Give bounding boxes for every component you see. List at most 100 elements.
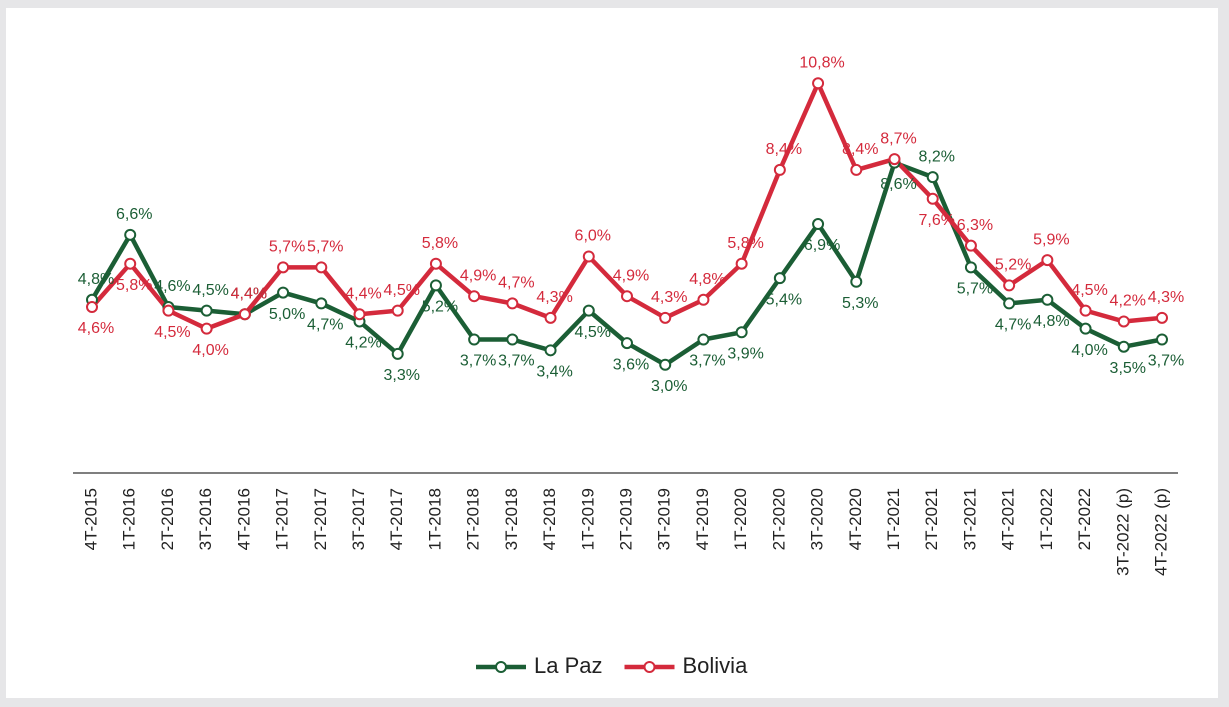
point-marker <box>1003 297 1016 310</box>
data-label: 5,8% <box>116 277 152 294</box>
data-label: 4,9% <box>613 267 649 284</box>
data-label: 3,7% <box>1148 353 1184 370</box>
data-label: 5,7% <box>269 239 305 256</box>
point-marker <box>582 250 595 263</box>
x-tick-label: 4T-2020 <box>846 488 865 550</box>
data-label: 5,7% <box>307 239 343 256</box>
data-label: 6,9% <box>804 237 840 254</box>
data-label: 4,4% <box>231 285 267 302</box>
data-label: 5,7% <box>957 281 993 298</box>
x-tick-label: 4T-2018 <box>540 488 559 550</box>
x-tick-label: 2T-2017 <box>311 488 330 550</box>
data-label: 5,2% <box>422 299 458 316</box>
point-marker <box>1079 322 1092 335</box>
data-label: 8,6% <box>880 176 916 193</box>
card <box>6 8 1218 698</box>
data-label: 7,6% <box>918 212 954 229</box>
data-label: 4,8% <box>689 271 725 288</box>
point-marker <box>697 333 710 346</box>
data-label: 5,9% <box>1033 231 1069 248</box>
point-marker <box>353 308 366 321</box>
data-label: 5,4% <box>766 291 802 308</box>
point-marker <box>429 279 442 292</box>
point-marker <box>124 228 137 241</box>
x-tick-label: 3T-2017 <box>349 488 368 550</box>
point-marker <box>86 301 98 314</box>
data-label: 4,9% <box>460 267 496 284</box>
point-marker <box>544 344 557 357</box>
data-label: 6,0% <box>575 228 611 245</box>
point-marker <box>200 304 213 317</box>
point-marker <box>506 297 519 310</box>
point-marker <box>926 192 939 205</box>
point-marker <box>1003 279 1016 292</box>
point-marker <box>162 304 175 317</box>
data-label: 4,5% <box>383 282 419 299</box>
data-label: 4,2% <box>1110 293 1146 310</box>
data-label: 3,5% <box>1110 360 1146 377</box>
x-tick-label: 1T-2018 <box>425 488 444 550</box>
point-marker <box>1117 340 1130 353</box>
data-label: 4,7% <box>498 275 534 292</box>
data-label: 3,6% <box>613 356 649 373</box>
data-label: 4,3% <box>1148 289 1184 306</box>
point-marker <box>850 275 863 288</box>
point-marker <box>544 311 557 324</box>
x-tick-label: 1T-2017 <box>273 488 292 550</box>
data-label: 5,2% <box>995 257 1031 274</box>
x-tick-label: 4T-2016 <box>234 488 253 550</box>
x-tick-label: 4T-2019 <box>693 488 712 550</box>
data-label: 4,8% <box>78 271 114 288</box>
point-marker <box>621 337 633 350</box>
point-marker <box>735 257 748 270</box>
data-label: 4,5% <box>1071 282 1107 299</box>
data-label: 5,8% <box>422 235 458 252</box>
data-label: 3,0% <box>651 378 687 395</box>
data-label: 4,5% <box>154 324 190 341</box>
point-marker <box>124 257 137 270</box>
data-label: 4,7% <box>307 317 343 334</box>
x-tick-label: 2T-2021 <box>922 488 941 550</box>
data-label: 4,2% <box>345 335 381 352</box>
x-tick-label: 3T-2022 (p) <box>1113 488 1132 576</box>
point-marker <box>468 290 481 303</box>
x-tick-label: 4T-2022 (p) <box>1151 488 1170 576</box>
x-tick-label: 2T-2016 <box>158 488 177 550</box>
legend-marker <box>643 661 656 673</box>
legend-label: La Paz <box>534 653 603 678</box>
point-marker <box>506 333 519 346</box>
data-label: 8,2% <box>918 148 954 165</box>
point-marker <box>315 297 328 310</box>
x-tick-label: 1T-2016 <box>120 488 139 550</box>
data-label: 4,4% <box>345 285 381 302</box>
point-marker <box>850 163 863 176</box>
point-marker <box>238 308 251 321</box>
data-label: 3,4% <box>536 364 572 381</box>
point-marker <box>429 257 442 270</box>
data-label: 8,4% <box>842 141 878 158</box>
x-tick-label: 4T-2021 <box>999 488 1018 550</box>
point-marker <box>888 153 901 166</box>
point-marker <box>200 322 213 335</box>
data-label: 3,9% <box>727 345 763 362</box>
x-tick-label: 3T-2020 <box>808 488 827 550</box>
x-tick-label: 3T-2021 <box>960 488 979 550</box>
data-label: 5,8% <box>727 235 763 252</box>
point-marker <box>773 272 786 285</box>
point-marker <box>964 239 977 252</box>
x-tick-label: 1T-2022 <box>1037 488 1056 550</box>
data-label: 3,7% <box>460 353 496 370</box>
x-tick-label: 3T-2018 <box>502 488 521 550</box>
point-marker <box>1041 293 1054 306</box>
point-marker <box>812 218 825 231</box>
point-marker <box>1156 333 1168 346</box>
point-marker <box>621 290 633 303</box>
point-marker <box>468 333 481 346</box>
x-tick-label: 1T-2021 <box>884 488 903 550</box>
x-tick-label: 4T-2015 <box>81 488 100 550</box>
data-label: 6,6% <box>116 206 152 223</box>
point-marker <box>964 261 977 274</box>
data-label: 5,0% <box>269 306 305 323</box>
data-label: 4,0% <box>192 342 228 359</box>
x-tick-label: 2T-2022 <box>1075 488 1094 550</box>
